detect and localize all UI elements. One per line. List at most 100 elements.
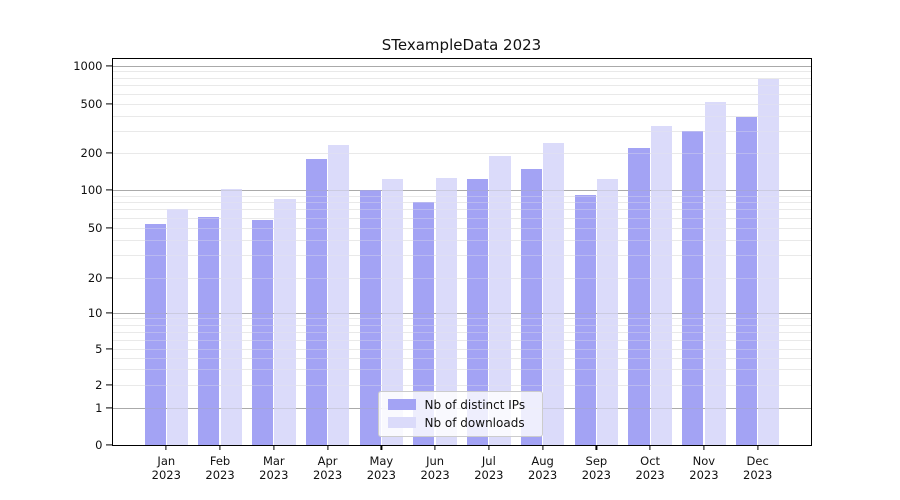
gridline-minor [112, 131, 811, 133]
bar-downloads [543, 142, 565, 445]
gridline-minor [112, 384, 811, 386]
gridline-minor [112, 324, 811, 326]
bar-downloads [704, 102, 726, 445]
gridline-minor [112, 227, 811, 229]
bar-distinct-ips [628, 148, 650, 445]
x-tick-label: Jun 2023 [420, 453, 450, 483]
bar-distinct-ips [252, 219, 274, 445]
y-tick-mark [106, 383, 112, 386]
x-tick-label: Mar 2023 [259, 453, 289, 483]
gridline-major [112, 313, 811, 314]
gridline-minor [112, 318, 811, 320]
x-tick-label: Nov 2023 [689, 453, 719, 483]
bar-distinct-ips [574, 195, 596, 445]
gridline-minor [112, 318, 811, 320]
x-tick-mark [649, 444, 651, 450]
y-tick-label: 10 [87, 306, 103, 320]
gridline-minor [112, 331, 811, 333]
gridline-minor [112, 255, 811, 257]
y-tick-label: 500 [80, 97, 103, 111]
gridline-minor [112, 255, 811, 257]
bar-distinct-ips [682, 131, 704, 445]
gridline-minor [112, 85, 811, 87]
bar-downloads [328, 145, 350, 445]
x-tick-mark [326, 444, 329, 450]
gridline-minor [112, 71, 811, 73]
x-tick-mark [488, 444, 490, 450]
gridline-minor [112, 85, 811, 87]
gridline-minor [112, 357, 811, 359]
gridlines-layer [112, 59, 811, 445]
y-tick-label: 50 [87, 220, 103, 235]
gridline-minor [112, 195, 811, 197]
y-tick-mark [106, 276, 112, 279]
gridline-minor [112, 368, 811, 370]
gridline-minor [112, 93, 811, 95]
bar-downloads [650, 126, 672, 445]
gridline-minor [112, 77, 811, 79]
gridline-minor [112, 153, 811, 154]
legend-swatch-distinct-ips [387, 398, 416, 411]
legend-item-downloads: Nb of downloads [387, 415, 533, 430]
gridline-minor [112, 217, 811, 219]
y-tick-mark [106, 152, 112, 154]
gridline-minor [112, 217, 811, 219]
bar-distinct-ips [305, 158, 327, 445]
gridline-minor [112, 131, 811, 133]
y-tick-mark [106, 189, 112, 191]
gridline-minor [112, 202, 811, 204]
gridline-minor [112, 227, 811, 229]
gridline-minor [112, 153, 811, 154]
x-tick-label: Jan 2023 [151, 453, 181, 483]
bar-downloads [220, 189, 242, 445]
x-tick-label: Sep 2023 [581, 453, 612, 483]
legend-swatch-downloads [387, 416, 416, 429]
gridline-minor [112, 331, 811, 333]
gridline-minor [112, 277, 811, 279]
x-tick-mark [703, 444, 705, 450]
chart-title: STexampleData 2023 [381, 36, 542, 54]
legend-label-distinct-ips: Nb of distinct IPs [424, 397, 526, 412]
legend-label-downloads: Nb of downloads [424, 415, 525, 430]
gridline-minor [112, 239, 811, 241]
gridline-minor [112, 115, 811, 117]
gridline-minor [112, 209, 811, 211]
bar-downloads [489, 155, 511, 445]
bar-downloads [758, 79, 780, 445]
legend: Nb of distinct IPs Nb of downloads [377, 390, 543, 437]
x-tick-label: Oct 2023 [635, 453, 665, 483]
x-tick-mark [165, 444, 167, 450]
y-tick-mark [106, 443, 112, 446]
gridline-major [112, 190, 811, 191]
x-tick-label: Feb 2023 [205, 453, 235, 483]
y-axis: 0 1 2 5 10 20 50 100 200 500 1000 [73, 59, 812, 452]
bar-downloads [435, 177, 457, 445]
bar-distinct-ips [144, 223, 166, 445]
x-tick-mark [434, 444, 436, 450]
gridline-minor [112, 349, 811, 350]
y-tick-label: 5 [95, 342, 103, 356]
gridline-minor [112, 77, 811, 79]
axes-frame [111, 57, 812, 446]
x-axis: Jan 2023 Feb 2023 Mar 2023 Apr 2023 May 2023… [113, 59, 812, 482]
bar-distinct-ips [413, 202, 435, 445]
y-tick-label: 200 [80, 146, 103, 160]
y-tick-mark [106, 64, 112, 67]
gridline-major [112, 313, 811, 314]
x-tick-mark [757, 444, 759, 450]
y-tick-mark [106, 103, 112, 105]
y-tick-mark [106, 227, 112, 229]
y-tick-label: 1 [95, 400, 103, 415]
bars-layer [113, 59, 812, 445]
x-tick-label: May 2023 [366, 453, 396, 483]
y-tick-mark [106, 348, 112, 350]
bar-distinct-ips [520, 169, 542, 445]
y-tick-label: 2 [95, 377, 103, 392]
gridline-minor [112, 104, 811, 105]
x-tick-label: Dec 2023 [743, 453, 773, 483]
x-tick-mark [380, 444, 382, 450]
x-tick-mark [542, 444, 544, 450]
y-tick-label: 20 [87, 270, 103, 285]
x-tick-mark [595, 444, 597, 450]
